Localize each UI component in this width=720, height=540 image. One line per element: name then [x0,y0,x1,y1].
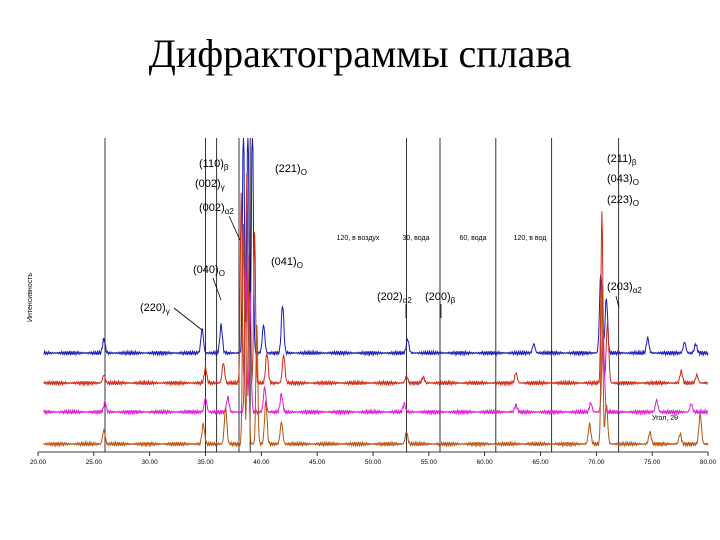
peak-annotations: (110)β(002)γ(002)α2(221)O(040)O(041)O(22… [140,153,642,331]
x-tick-label-4: 40.00 [253,459,270,466]
peak-label-phase-10: O [633,178,639,187]
series-line-1 [43,173,709,387]
x-tick-label-9: 65.00 [532,459,549,466]
peak-label-phase-6: γ [166,307,170,316]
peak-label-index-3: (221) [275,163,301,175]
peak-leader-6 [173,307,203,331]
x-tick-label-0: 20.00 [30,459,47,466]
peak-label-10: (043)O [607,173,639,187]
x-axis: 20.00 25.00 30.00 35.00 40.00 45.00 50.00 55.00… [30,451,717,466]
peak-label-index-5: (041) [271,256,297,268]
peak-label-phase-3: O [301,168,307,177]
peak-label-4: (040)O [193,264,225,278]
peak-label-index-11: (223) [607,194,633,206]
x-tick-label-2: 30.00 [142,459,159,466]
x-tick-label-7: 55.00 [421,459,438,466]
peak-label-index-9: (211) [607,153,632,165]
peak-label-phase-1: γ [221,183,225,192]
peak-label-phase-5: O [297,261,303,270]
peak-label-6: (220)γ [140,302,170,316]
peak-label-phase-9: β [632,158,637,167]
peak-label-2: (002)α2 [199,202,234,216]
peak-label-phase-2: α2 [225,207,235,216]
peak-label-index-1: (002) [195,178,221,190]
peak-label-phase-12: α2 [633,286,643,295]
peak-label-index-0: (110) [199,158,224,170]
peak-label-index-8: (200) [425,291,451,303]
peak-label-phase-8: β [451,296,456,305]
peak-label-index-12: (203) [607,281,633,293]
x-tick-label-3: 35.00 [197,459,214,466]
peak-label-5: (041)O [271,256,303,270]
peak-leader-12 [615,295,620,309]
peak-label-index-2: (002) [199,202,225,214]
peak-label-index-10: (043) [607,173,633,185]
peak-label-3: (221)O [275,163,307,177]
condition-labels: 120, в воздух 30, вода 60, вода 120, в вод [337,235,547,242]
peak-label-phase-11: O [633,199,639,208]
slide-title: Дифрактограммы сплава [148,31,572,76]
series-line-3 [43,224,709,448]
x-tick-label-12: 80.00 [700,459,717,466]
condition-label-1: 30, вода [402,235,429,242]
x-tick-label-5: 45.00 [309,459,326,466]
peak-label-index-6: (220) [140,302,166,314]
x-tick-label-11: 75.00 [644,459,661,466]
x-tick-label-6: 50.00 [365,459,382,466]
peak-label-index-7: (202) [377,291,403,303]
condition-label-3: 120, в вод [514,235,547,242]
peak-label-12: (203)α2 [607,281,642,295]
peak-leader-2 [228,215,241,241]
peak-label-0: (110)β [199,158,229,172]
peak-label-8: (200)β [425,291,456,305]
y-axis-label: Интенсивность [27,273,34,322]
peak-label-7: (202)α2 [377,291,412,305]
series-line-2 [43,253,709,416]
peak-leader-4 [212,277,222,301]
x-axis-label: Угол, 2θ [652,415,678,422]
series-line-0 [43,137,709,357]
peak-label-phase-7: α2 [403,296,413,305]
peak-label-9: (211)β [607,153,637,167]
x-tick-label-1: 25.00 [86,459,103,466]
reference-lines [104,138,620,452]
peak-label-phase-0: β [224,163,229,172]
x-tick-label-8: 60.00 [477,459,494,466]
series-layer [43,137,709,448]
condition-label-0: 120, в воздух [337,235,380,242]
condition-label-2: 60, вода [459,235,486,242]
peak-label-phase-4: O [219,269,225,278]
x-tick-label-10: 70.00 [588,459,605,466]
peak-label-1: (002)γ [195,178,225,192]
peak-label-index-4: (040) [193,264,219,276]
peak-label-11: (223)O [607,194,639,208]
